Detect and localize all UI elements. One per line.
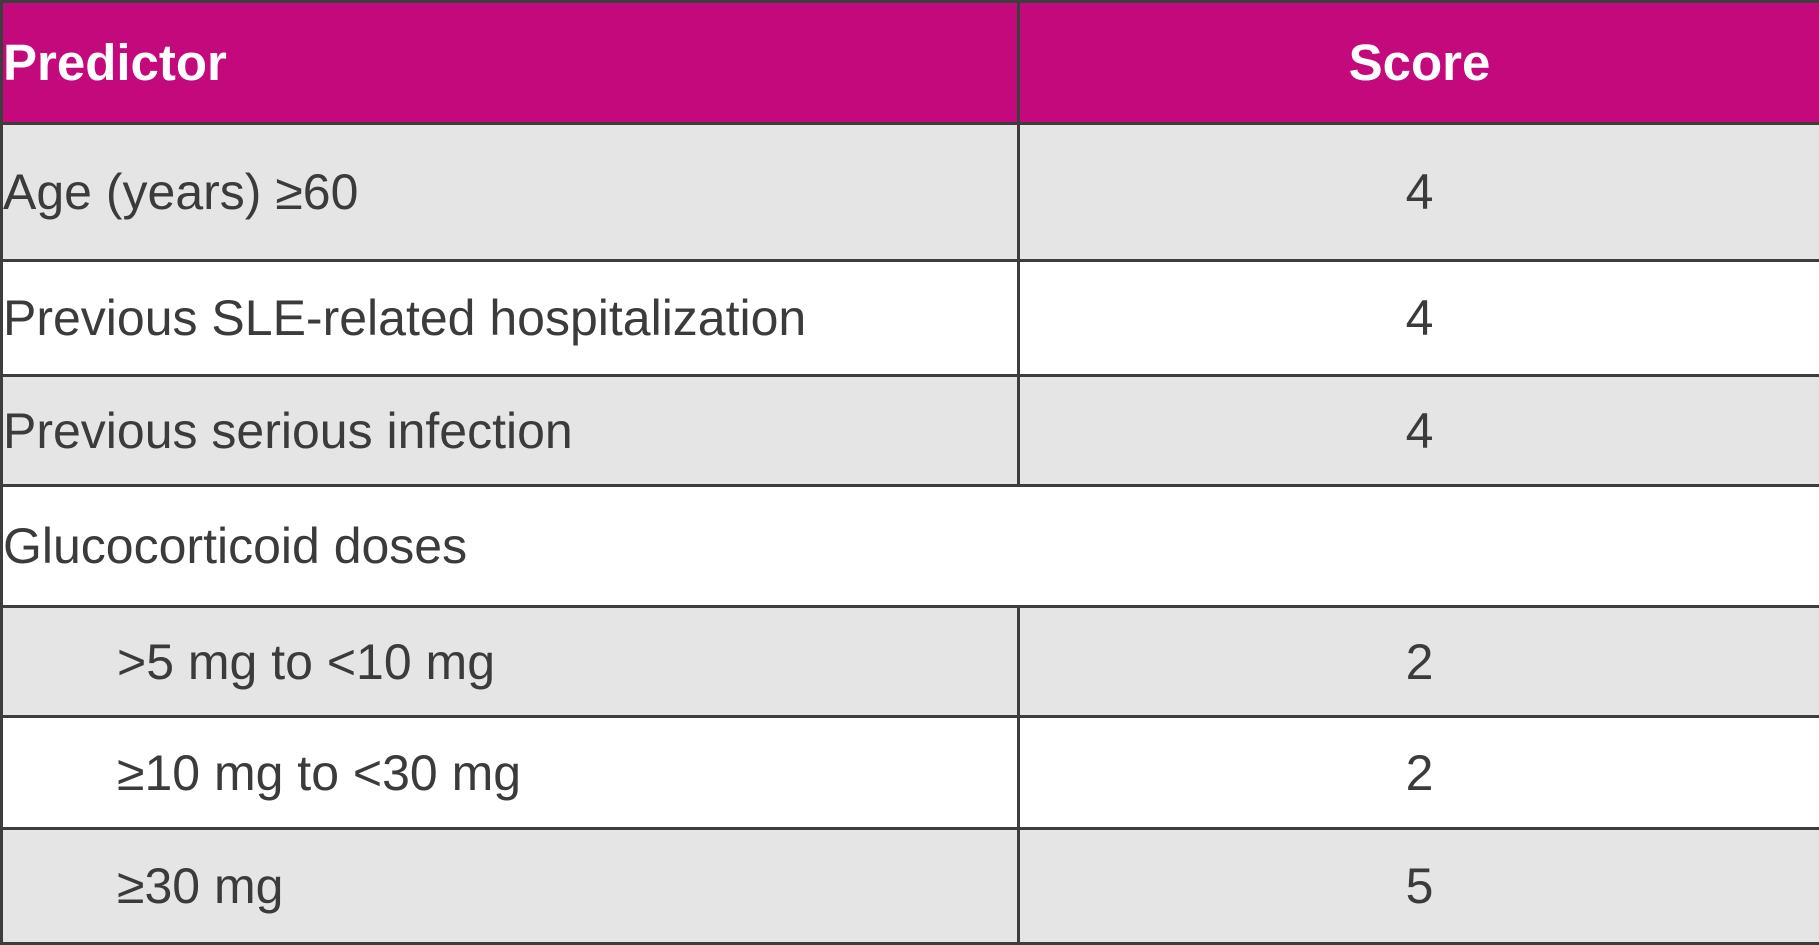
column-header-predictor: Predictor [2,2,1019,124]
section-heading-cell: Glucocorticoid doses [2,486,1819,607]
score-cell: 5 [1019,829,1819,944]
predictor-cell: Previous serious infection [2,376,1019,486]
table-row-section-heading: Glucocorticoid doses [2,486,1819,607]
predictor-cell: Age (years) ≥60 [2,124,1019,261]
predictor-cell: ≥10 mg to <30 mg [2,717,1019,829]
table-row: Age (years) ≥60 4 [2,124,1819,261]
table-row: Previous serious infection 4 [2,376,1819,486]
table-row: ≥30 mg 5 [2,829,1819,944]
score-cell: 4 [1019,124,1819,261]
table-row: Previous SLE-related hospitalization 4 [2,261,1819,376]
predictor-cell: ≥30 mg [2,829,1019,944]
table-row: ≥10 mg to <30 mg 2 [2,717,1819,829]
predictor-cell: Previous SLE-related hospitalization [2,261,1019,376]
score-cell: 2 [1019,607,1819,717]
column-header-score: Score [1019,2,1819,124]
score-cell: 4 [1019,376,1819,486]
score-cell: 2 [1019,717,1819,829]
predictor-cell: >5 mg to <10 mg [2,607,1019,717]
table-header-row: Predictor Score [2,2,1819,124]
table-row: >5 mg to <10 mg 2 [2,607,1819,717]
score-cell: 4 [1019,261,1819,376]
